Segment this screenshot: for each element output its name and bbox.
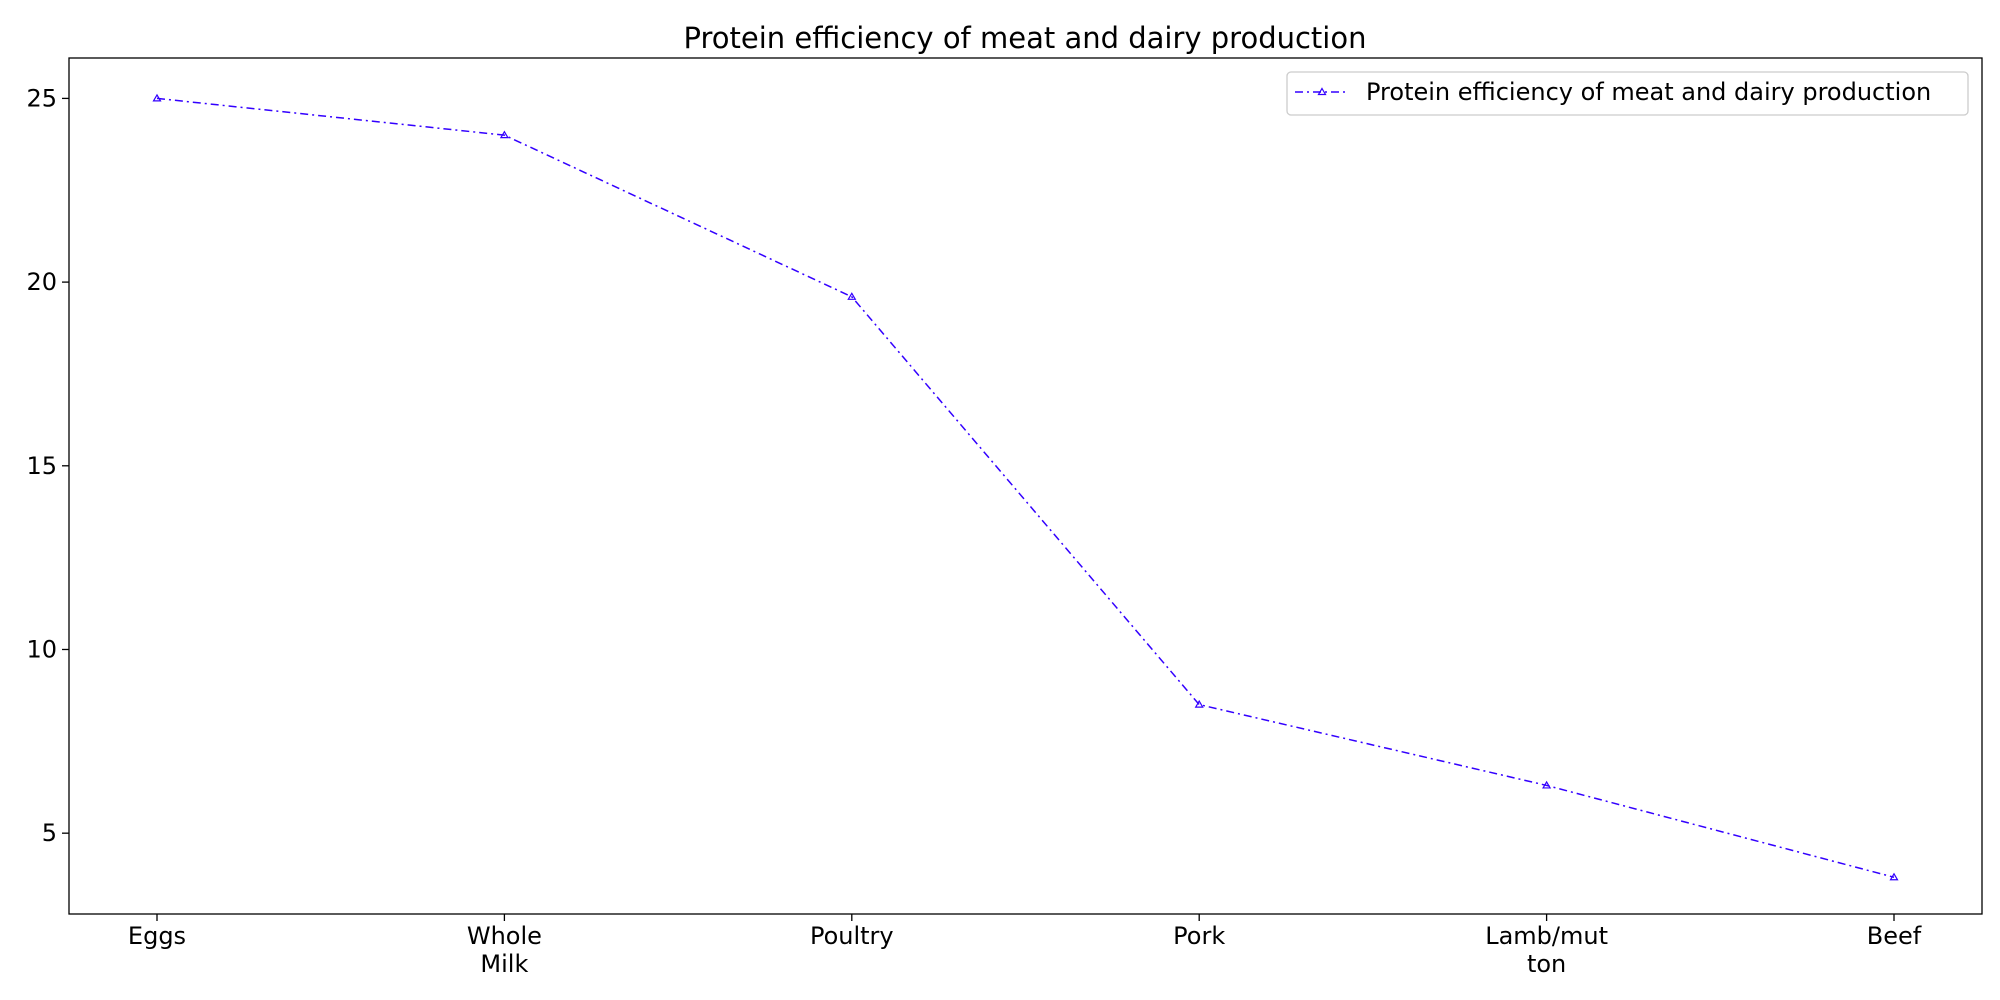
- x-tick-label: Whole: [467, 922, 542, 950]
- y-tick-label: 5: [42, 819, 57, 847]
- series-layer: [152, 93, 1899, 881]
- x-tick-label: Eggs: [128, 922, 186, 950]
- data-point-marker: [1194, 699, 1204, 708]
- data-point-marker: [152, 93, 162, 102]
- x-tick-label: Pork: [1173, 922, 1225, 950]
- x-tick-label: Beef: [1867, 922, 1922, 950]
- y-tick-label: 25: [26, 84, 57, 112]
- legend-marker-swatch: [1317, 87, 1327, 96]
- data-point-marker: [1889, 872, 1899, 881]
- x-tick-label: ton: [1527, 950, 1566, 978]
- y-tick-label: 20: [26, 268, 57, 296]
- legend-label: Protein efficiency of meat and dairy pro…: [1366, 78, 1931, 106]
- legend-box: [1286, 71, 1969, 116]
- x-tick-label: Poultry: [810, 922, 894, 950]
- data-point-marker: [499, 130, 509, 139]
- y-tick-label: 15: [26, 452, 57, 480]
- data-point-marker: [1542, 780, 1552, 789]
- y-axis: 5 10 15 20 25: [26, 84, 69, 847]
- y-tick-label: 10: [26, 635, 57, 663]
- data-point-marker: [847, 292, 857, 300]
- legend[interactable]: Protein efficiency of meat and dairy pro…: [1286, 71, 1969, 116]
- series-line: [156, 97, 1895, 878]
- chart-title: Protein efficiency of meat and dairy pro…: [684, 21, 1367, 55]
- x-tick-label: Milk: [480, 950, 528, 978]
- plot-area-frame: [68, 57, 1983, 915]
- x-tick-label: Lamb/mut: [1485, 922, 1608, 950]
